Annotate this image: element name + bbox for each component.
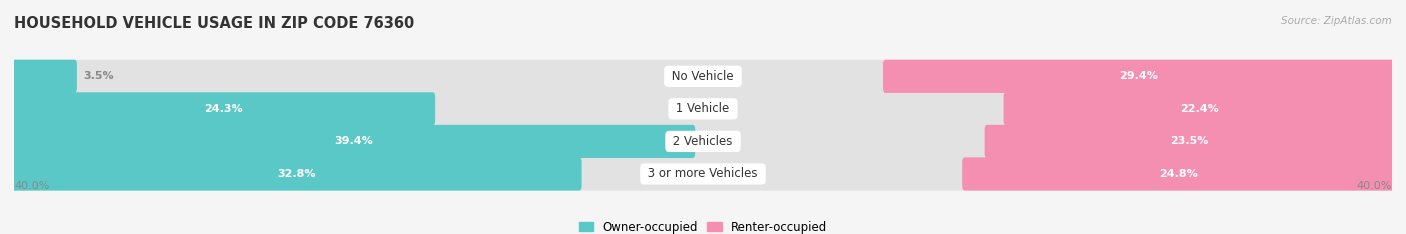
Text: 3.5%: 3.5%: [83, 71, 114, 81]
FancyBboxPatch shape: [11, 60, 77, 93]
Text: 2 Vehicles: 2 Vehicles: [669, 135, 737, 148]
Text: Source: ZipAtlas.com: Source: ZipAtlas.com: [1281, 16, 1392, 26]
Text: HOUSEHOLD VEHICLE USAGE IN ZIP CODE 76360: HOUSEHOLD VEHICLE USAGE IN ZIP CODE 7636…: [14, 16, 415, 31]
FancyBboxPatch shape: [14, 63, 1392, 90]
FancyBboxPatch shape: [962, 157, 1395, 190]
Text: No Vehicle: No Vehicle: [668, 70, 738, 83]
FancyBboxPatch shape: [11, 60, 1395, 93]
Text: 22.4%: 22.4%: [1180, 104, 1219, 114]
Legend: Owner-occupied, Renter-occupied: Owner-occupied, Renter-occupied: [574, 216, 832, 234]
Text: 32.8%: 32.8%: [277, 169, 316, 179]
Text: 40.0%: 40.0%: [1357, 181, 1392, 191]
Text: 29.4%: 29.4%: [1119, 71, 1159, 81]
FancyBboxPatch shape: [11, 157, 1395, 190]
FancyBboxPatch shape: [11, 92, 1395, 125]
Text: 24.8%: 24.8%: [1159, 169, 1198, 179]
FancyBboxPatch shape: [11, 157, 582, 190]
Text: 39.4%: 39.4%: [335, 136, 373, 146]
FancyBboxPatch shape: [1004, 92, 1395, 125]
Text: 24.3%: 24.3%: [204, 104, 243, 114]
Text: 3 or more Vehicles: 3 or more Vehicles: [644, 168, 762, 180]
FancyBboxPatch shape: [984, 125, 1395, 158]
Text: 40.0%: 40.0%: [14, 181, 49, 191]
FancyBboxPatch shape: [11, 125, 1395, 158]
FancyBboxPatch shape: [14, 95, 1392, 122]
Text: 1 Vehicle: 1 Vehicle: [672, 102, 734, 115]
FancyBboxPatch shape: [11, 92, 436, 125]
FancyBboxPatch shape: [11, 125, 695, 158]
Text: 23.5%: 23.5%: [1170, 136, 1209, 146]
FancyBboxPatch shape: [14, 161, 1392, 187]
FancyBboxPatch shape: [883, 60, 1395, 93]
FancyBboxPatch shape: [14, 128, 1392, 155]
